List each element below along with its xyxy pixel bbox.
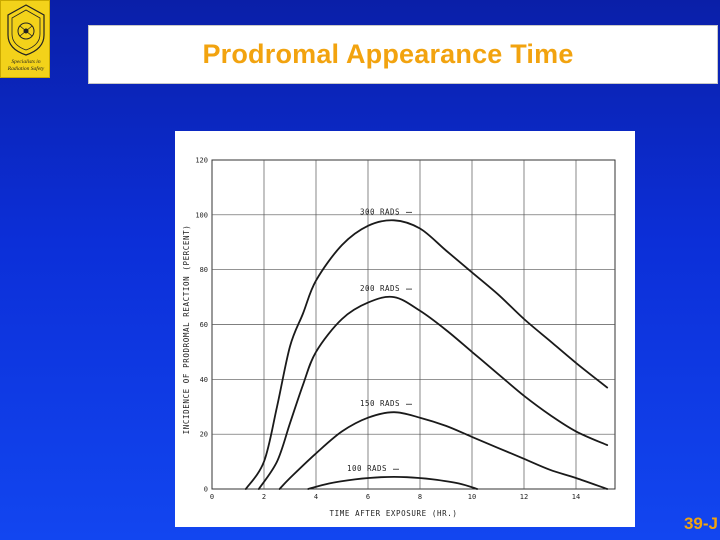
y-tick-label: 100 xyxy=(195,211,208,219)
slide-title: Prodromal Appearance Time xyxy=(202,39,574,69)
y-tick-label: 0 xyxy=(204,486,208,494)
series-label-100-rads: 100 RADS xyxy=(347,464,387,473)
x-axis-title: TIME AFTER EXPOSURE (HR.) xyxy=(330,509,458,518)
series-line-100-rads xyxy=(307,476,479,490)
y-tick-label: 60 xyxy=(200,321,208,329)
y-axis-title: INCIDENCE OF PRODROMAL REACTION (PERCENT… xyxy=(182,225,191,435)
x-tick-label: 2 xyxy=(262,493,266,501)
series-line-300-rads xyxy=(244,219,609,490)
x-tick-label: 4 xyxy=(314,493,318,501)
y-tick-label: 120 xyxy=(195,157,208,165)
chart-grid xyxy=(211,159,616,490)
chart-labels: 300 RADS 200 RADS 150 RADS 100 RADS xyxy=(347,207,412,473)
title-banner: Prodromal Appearance Time xyxy=(88,25,718,84)
chart-panel: 0 2 4 6 8 10 12 14 0 20 40 60 80 100 120 TIME AFTER EXP… xyxy=(175,131,635,527)
x-tick-label: 10 xyxy=(468,493,476,501)
x-tick-label: 6 xyxy=(366,493,370,501)
x-tick-label: 8 xyxy=(418,493,422,501)
y-tick-label: 80 xyxy=(200,266,208,274)
x-tick-label: 12 xyxy=(520,493,528,501)
x-tick-label: 14 xyxy=(572,493,580,501)
series-label-200-rads: 200 RADS xyxy=(360,284,400,293)
slide-code: 39-J xyxy=(683,514,718,533)
x-tick-label: 0 xyxy=(210,493,214,501)
series-label-150-rads: 150 RADS xyxy=(360,399,400,408)
series-label-300-rads: 300 RADS xyxy=(360,207,400,216)
series-line-200-rads xyxy=(257,295,609,490)
logo-tagline-line2: Radiation Safety xyxy=(7,66,45,72)
chart-series xyxy=(244,219,609,490)
society-seal-icon xyxy=(7,4,45,56)
y-tick-label: 40 xyxy=(200,376,208,384)
y-tick-label: 20 xyxy=(200,431,208,439)
health-physics-society-logo: Specialists in Radiation Safety xyxy=(0,0,50,78)
series-line-150-rads xyxy=(278,411,609,490)
chart-axes: 0 2 4 6 8 10 12 14 0 20 40 60 80 100 120 TIME AFTER EXP… xyxy=(182,157,580,519)
prodromal-incidence-chart: 0 2 4 6 8 10 12 14 0 20 40 60 80 100 120 TIME AFTER EXP… xyxy=(182,157,616,519)
logo-tagline-line1: Specialists in xyxy=(11,59,41,65)
